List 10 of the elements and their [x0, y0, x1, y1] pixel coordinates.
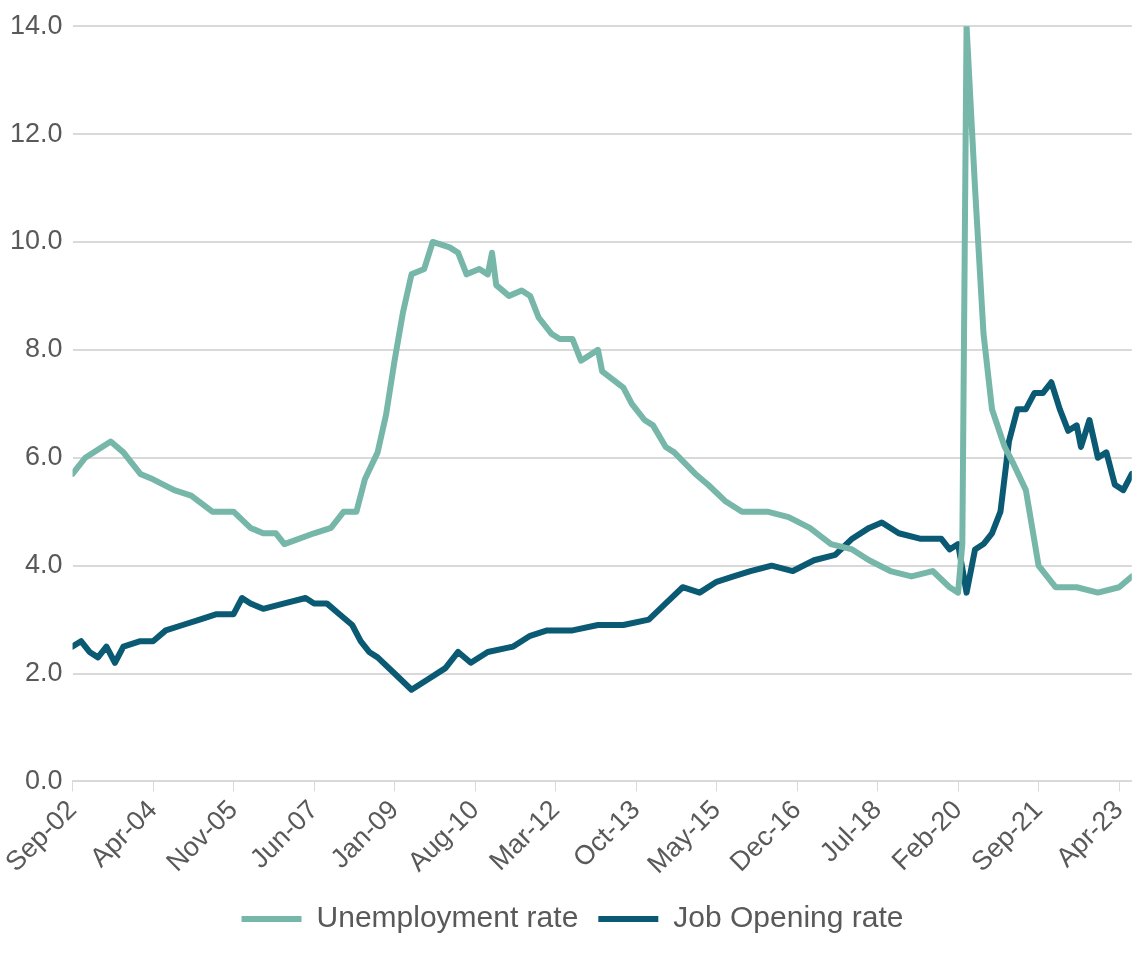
y-tick-label: 8.0: [25, 333, 63, 364]
y-tick-label: 4.0: [25, 549, 63, 580]
y-tick-label: 0.0: [25, 764, 63, 795]
legend-label: Job Opening rate: [673, 900, 904, 934]
y-tick-label: 14.0: [9, 9, 63, 40]
y-tick-label: 10.0: [9, 225, 63, 256]
y-tick-label: 12.0: [9, 117, 63, 148]
legend-label: Unemployment rate: [316, 900, 579, 934]
y-tick-label: 2.0: [25, 656, 63, 687]
y-tick-label: 6.0: [25, 441, 63, 472]
